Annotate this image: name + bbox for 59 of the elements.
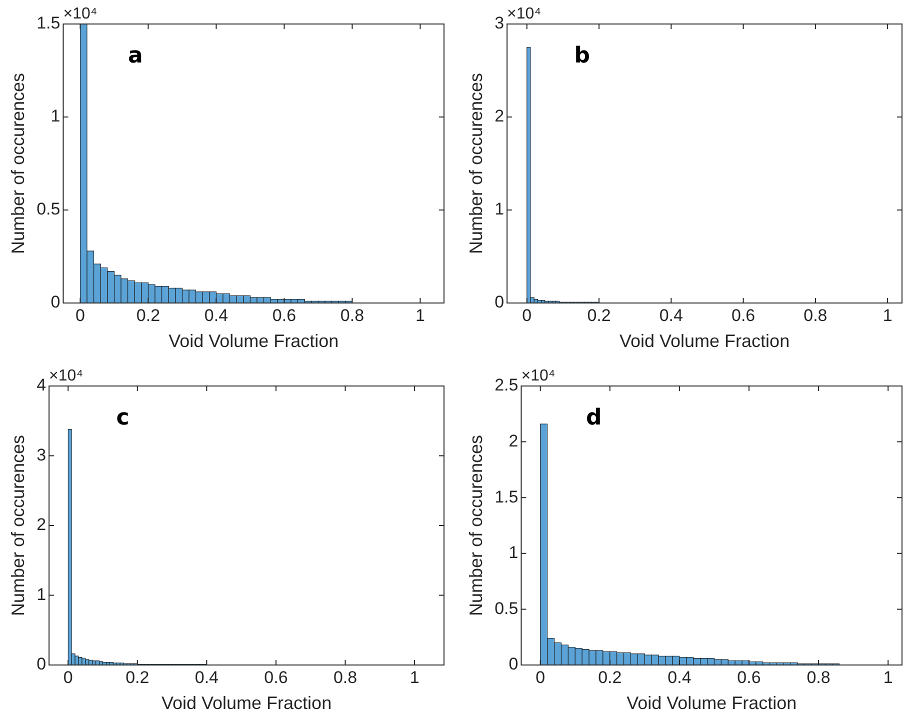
- x-tick-label: 0.4: [194, 668, 219, 687]
- text: ×10⁴: [521, 367, 556, 384]
- y-tick-label: 0: [50, 292, 60, 312]
- text: ×10⁴: [507, 5, 542, 22]
- y-tick-label: 2.5: [494, 376, 518, 395]
- x-tick-label: 0.2: [598, 668, 622, 687]
- y-tick-label: 3: [36, 445, 46, 464]
- x-tick-label: 0: [63, 668, 73, 687]
- x-axis-title: Void Volume Fraction: [619, 331, 790, 352]
- annotation: c: [116, 406, 130, 431]
- x-tick-label: 0.6: [272, 306, 296, 325]
- x-tick-label: 0.8: [333, 668, 358, 687]
- x-tick-label: 1: [882, 306, 892, 325]
- y-tick-label: 0: [36, 654, 46, 674]
- x-axis-title: Void Volume Fraction: [626, 693, 797, 714]
- x-tick-label: 0.4: [204, 306, 228, 325]
- x-tick-label: 1: [415, 306, 425, 325]
- text: ×10⁴: [49, 367, 84, 384]
- x-tick-label: 0.6: [264, 668, 288, 687]
- y-tick-label: 2: [508, 431, 518, 450]
- y-tick-label: 0: [508, 654, 518, 674]
- x-tick-label: 0.2: [126, 668, 150, 687]
- y-tick-label: 1: [494, 200, 504, 219]
- y-axis-title: Number of occurences: [466, 72, 486, 254]
- x-tick-label: 0.6: [737, 668, 761, 687]
- y-tick-label: 2: [36, 515, 46, 534]
- y-tick-label: 0.5: [494, 598, 518, 618]
- x-tick-label: 0.6: [731, 306, 756, 325]
- x-tick-label: 0.4: [659, 306, 683, 325]
- y-axis-title: Number of occurences: [8, 72, 28, 254]
- y-tick-label: 1: [508, 543, 518, 562]
- y-tick-label: 2: [494, 106, 504, 126]
- x-tick-label: 0.8: [804, 306, 828, 325]
- x-tick-label: 1: [883, 668, 893, 687]
- annotation: b: [574, 44, 590, 69]
- x-tick-label: 0: [522, 306, 532, 325]
- y-tick-label: 0: [494, 292, 504, 312]
- y-axis-title: Number of occurences: [466, 434, 486, 616]
- y-tick-label: 4: [36, 376, 46, 395]
- x-tick-label: 0.8: [806, 668, 830, 687]
- x-tick-label: 0.2: [587, 306, 611, 325]
- text: ×10⁴: [63, 5, 98, 22]
- y-tick-label: 1: [50, 106, 60, 126]
- y-tick-label: 1.5: [494, 487, 518, 506]
- x-axis-title: Void Volume Fraction: [168, 331, 339, 352]
- x-tick-label: 0: [536, 668, 546, 687]
- x-axis-title: Void Volume Fraction: [161, 693, 332, 714]
- x-tick-label: 0.2: [136, 306, 160, 325]
- x-tick-label: 0: [75, 306, 85, 325]
- y-tick-label: 1: [36, 584, 46, 604]
- x-tick-label: 1: [410, 668, 420, 687]
- y-tick-label: 0.5: [36, 200, 60, 219]
- annotation: a: [128, 44, 143, 69]
- x-tick-label: 0.8: [340, 306, 364, 325]
- annotation: d: [586, 406, 602, 431]
- y-axis-title: Number of occurences: [8, 434, 28, 616]
- y-tick-label: 1.5: [36, 14, 60, 33]
- y-tick-label: 3: [494, 14, 504, 33]
- x-tick-label: 0.4: [668, 668, 692, 687]
